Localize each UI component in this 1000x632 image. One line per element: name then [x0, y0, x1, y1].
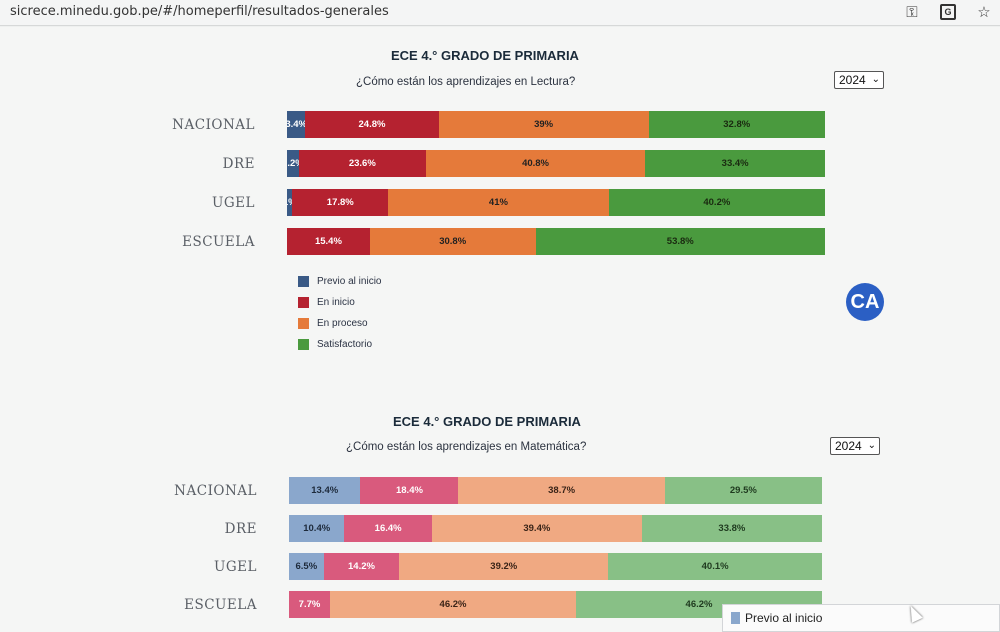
legend-item-proceso[interactable]: En proceso: [298, 313, 381, 334]
bar-segment-inicio[interactable]: 17.8%: [292, 189, 389, 216]
bar-segment-previo[interactable]: 3.4%: [287, 111, 306, 138]
stacked-bar-nacional[interactable]: 13.4% 18.4% 38.7% 29.5%: [289, 477, 822, 504]
stacked-bar-nacional[interactable]: 3.4%24.8%39%32.8%: [287, 111, 825, 138]
stacked-bar-escuela[interactable]: 15.4% 30.8% 53.8%: [287, 228, 825, 255]
row-label-ugel: UGEL: [212, 195, 255, 211]
stacked-bar-dre[interactable]: 2.2%23.6%40.8%33.4%: [287, 150, 825, 177]
legend-label: Satisfactorio: [317, 339, 373, 350]
legend-swatch: [298, 276, 309, 287]
bar-segment-inicio[interactable]: 14.2%: [323, 553, 400, 580]
bar-segment-inicio[interactable]: 16.4%: [344, 515, 432, 542]
row-label-dre: DRE: [224, 521, 257, 537]
bar-segment-previo[interactable]: 2.2%: [287, 150, 299, 177]
results-page: ECE 4.° GRADO DE PRIMARIA ¿Cómo están lo…: [0, 27, 1000, 632]
row-label-dre: DRE: [222, 156, 255, 172]
bar-segment-proceso[interactable]: 41%: [388, 189, 609, 216]
bar-segment-satisfactorio[interactable]: 40.1%: [608, 553, 822, 580]
matematica-subtitle: ¿Cómo están los aprendizajes en Matemáti…: [346, 441, 587, 453]
legend-label: Previo al inicio: [317, 276, 382, 287]
bar-segment-inicio[interactable]: 18.4%: [360, 477, 459, 504]
bar-segment-satisfactorio[interactable]: 40.2%: [608, 189, 825, 216]
bar-segment-previo[interactable]: 13.4%: [289, 477, 361, 504]
matematica-year-value: 2024: [835, 439, 862, 453]
tooltip-swatch: [731, 612, 740, 624]
lectura-year-value: 2024: [839, 73, 866, 87]
legend-label: En inicio: [317, 297, 355, 308]
chart-tooltip: Previo al inicio: [722, 604, 1000, 632]
url-text[interactable]: sicrece.minedu.gob.pe/#/homeperfil/resul…: [10, 4, 389, 19]
bar-segment-proceso[interactable]: 39.2%: [399, 553, 609, 580]
row-label-nacional: NACIONAL: [174, 483, 257, 499]
row-label-ugel: UGEL: [214, 559, 257, 575]
bar-segment-satisfactorio[interactable]: 33.4%: [645, 150, 825, 177]
lectura-year-select[interactable]: 2024 ⌄: [834, 71, 884, 89]
chevron-down-icon: ⌄: [871, 74, 880, 85]
bar-segment-proceso[interactable]: 39%: [438, 111, 649, 138]
bar-segment-previo[interactable]: 10.4%: [289, 515, 345, 542]
bar-segment-proceso[interactable]: 40.8%: [425, 150, 646, 177]
bar-segment-inicio[interactable]: 24.8%: [305, 111, 439, 138]
stacked-bar-ugel[interactable]: 1%17.8%41%40.2%: [287, 189, 825, 216]
bar-segment-inicio[interactable]: 23.6%: [298, 150, 426, 177]
browser-toolbar-icons: ⚿ G ☆: [902, 3, 994, 22]
lectura-title: ECE 4.° GRADO DE PRIMARIA: [391, 48, 579, 63]
bar-segment-satisfactorio[interactable]: 29.5%: [664, 477, 822, 504]
chevron-down-icon: ⌄: [867, 440, 876, 451]
legend-item-previo[interactable]: Previo al inicio: [298, 271, 381, 292]
star-icon[interactable]: ☆: [977, 4, 991, 21]
stacked-bar-dre[interactable]: 10.4% 16.4% 39.4% 33.8%: [289, 515, 822, 542]
matematica-title: ECE 4.° GRADO DE PRIMARIA: [393, 414, 581, 429]
bar-segment-satisfactorio[interactable]: 33.8%: [641, 515, 822, 542]
bar-segment-satisfactorio[interactable]: 53.8%: [535, 228, 825, 255]
legend-swatch: [298, 339, 309, 350]
bar-segment-proceso[interactable]: 39.4%: [431, 515, 642, 542]
stacked-bar-ugel[interactable]: 6.5% 14.2% 39.2% 40.1%: [289, 553, 822, 580]
row-label-escuela: ESCUELA: [184, 597, 257, 613]
bar-segment-satisfactorio[interactable]: 32.8%: [648, 111, 825, 138]
legend-item-satisfactorio[interactable]: Satisfactorio: [298, 334, 381, 355]
address-bar[interactable]: sicrece.minedu.gob.pe/#/homeperfil/resul…: [0, 0, 1000, 26]
lectura-legend: Previo al inicio En inicio En proceso Sa…: [298, 271, 381, 355]
legend-label: En proceso: [317, 318, 368, 329]
legend-swatch: [298, 318, 309, 329]
legend-item-inicio[interactable]: En inicio: [298, 292, 381, 313]
bar-segment-previo[interactable]: 1%: [287, 189, 293, 216]
badge-text: CA: [850, 290, 880, 313]
tooltip-label: Previo al inicio: [745, 611, 823, 625]
bar-segment-proceso[interactable]: 30.8%: [369, 228, 536, 255]
bar-segment-previo[interactable]: 6.5%: [289, 553, 324, 580]
matematica-year-select[interactable]: 2024 ⌄: [830, 437, 880, 455]
row-label-nacional: NACIONAL: [172, 117, 255, 133]
key-icon[interactable]: ⚿: [906, 3, 918, 21]
bar-segment-inicio[interactable]: 15.4%: [287, 228, 370, 255]
row-label-escuela: ESCUELA: [182, 234, 255, 250]
bar-segment-proceso[interactable]: 38.7%: [458, 477, 665, 504]
legend-swatch: [298, 297, 309, 308]
translate-icon[interactable]: G: [938, 3, 958, 21]
lectura-subtitle: ¿Cómo están los aprendizajes en Lectura?: [356, 76, 576, 88]
floating-chat-button[interactable]: CA: [846, 283, 884, 321]
bar-segment-inicio[interactable]: 7.7%: [289, 591, 330, 618]
bar-segment-proceso[interactable]: 46.2%: [330, 591, 576, 618]
